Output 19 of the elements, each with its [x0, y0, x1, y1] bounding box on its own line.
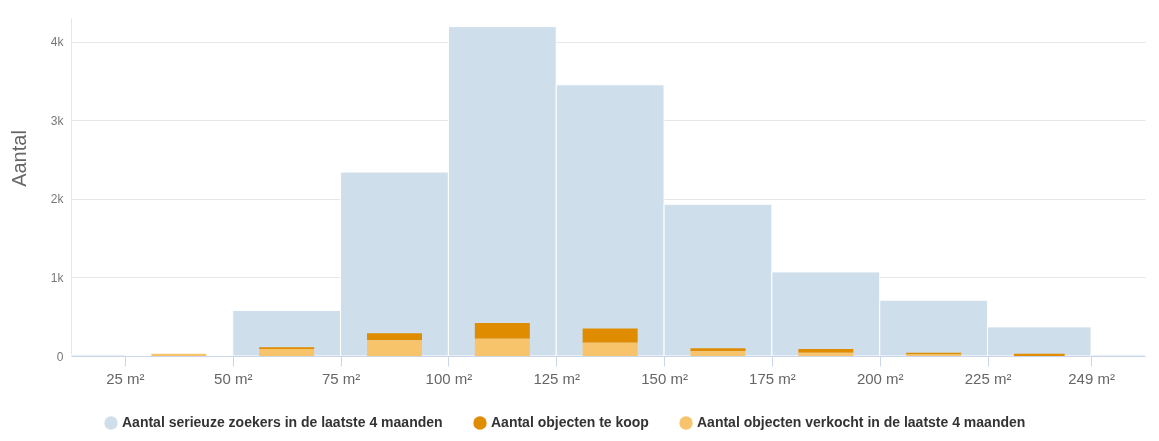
y-tick-label: 3k	[50, 113, 65, 128]
legend-label: Aantal objecten verkocht in de laatste 4 maanden	[697, 414, 1026, 430]
y-tick-label: 4k	[50, 35, 65, 50]
legend-label: Aantal objecten te koop	[491, 414, 649, 430]
x-tick-label: 25 m²	[106, 369, 145, 387]
y-tick-label: 0	[56, 349, 64, 364]
y-tick-label: 2k	[50, 192, 65, 207]
x-tick-label: 125 m²	[533, 369, 581, 387]
x-tick-label: 100 m²	[425, 369, 473, 387]
x-tick-label: 75 m²	[321, 369, 361, 387]
x-tick-label: 150 m²	[641, 369, 688, 387]
x-tick-label: 225 m²	[964, 369, 1012, 387]
x-tick-label: 200 m²	[856, 369, 904, 387]
legend-label: Aantal serieuze zoekers in de laatste 4 maanden	[122, 414, 443, 430]
x-tick-label: 50 m²	[214, 369, 253, 387]
y-tick-label: 1k	[50, 270, 65, 285]
x-tick-label: 175 m²	[749, 369, 796, 387]
y-axis-title: Aantal	[7, 130, 30, 187]
x-tick-label: 249 m²	[1068, 369, 1115, 387]
